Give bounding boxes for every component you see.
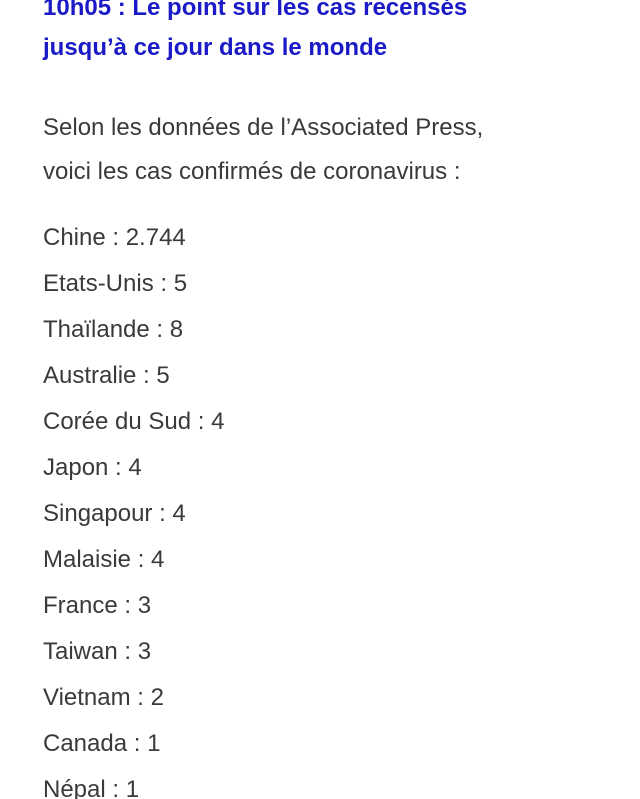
- case-item: Thaïlande : 8: [43, 316, 184, 343]
- cases-list: Chine : 2.744 Etats-Unis : 5 Thaïlande :…: [43, 218, 224, 799]
- article-headline: 10h05 : Le point sur les cas recensés ju…: [43, 0, 623, 68]
- intro-line-1: Selon les données de l’Associated Press,: [43, 114, 484, 141]
- case-item: Malaisie : 4: [43, 546, 165, 573]
- case-item: Taiwan : 3: [43, 638, 152, 665]
- headline-line-2: jusqu’à ce jour dans le monde: [43, 34, 388, 61]
- case-item: Népal : 1: [43, 776, 140, 799]
- case-item: Japon : 4: [43, 454, 142, 481]
- case-item: Canada : 1: [43, 730, 161, 757]
- case-item: Vietnam : 2: [43, 684, 164, 711]
- headline-line-1: 10h05 : Le point sur les cas recensés: [43, 0, 468, 21]
- article-intro: Selon les données de l’Associated Press,…: [43, 106, 623, 194]
- case-item: France : 3: [43, 592, 152, 619]
- intro-line-2: voici les cas confirmés de coronavirus :: [43, 158, 461, 185]
- case-item: Australie : 5: [43, 362, 170, 389]
- case-item: Singapour : 4: [43, 500, 186, 527]
- case-item: Corée du Sud : 4: [43, 408, 225, 435]
- case-item: Chine : 2.744: [43, 224, 186, 251]
- case-item: Etats-Unis : 5: [43, 270, 188, 297]
